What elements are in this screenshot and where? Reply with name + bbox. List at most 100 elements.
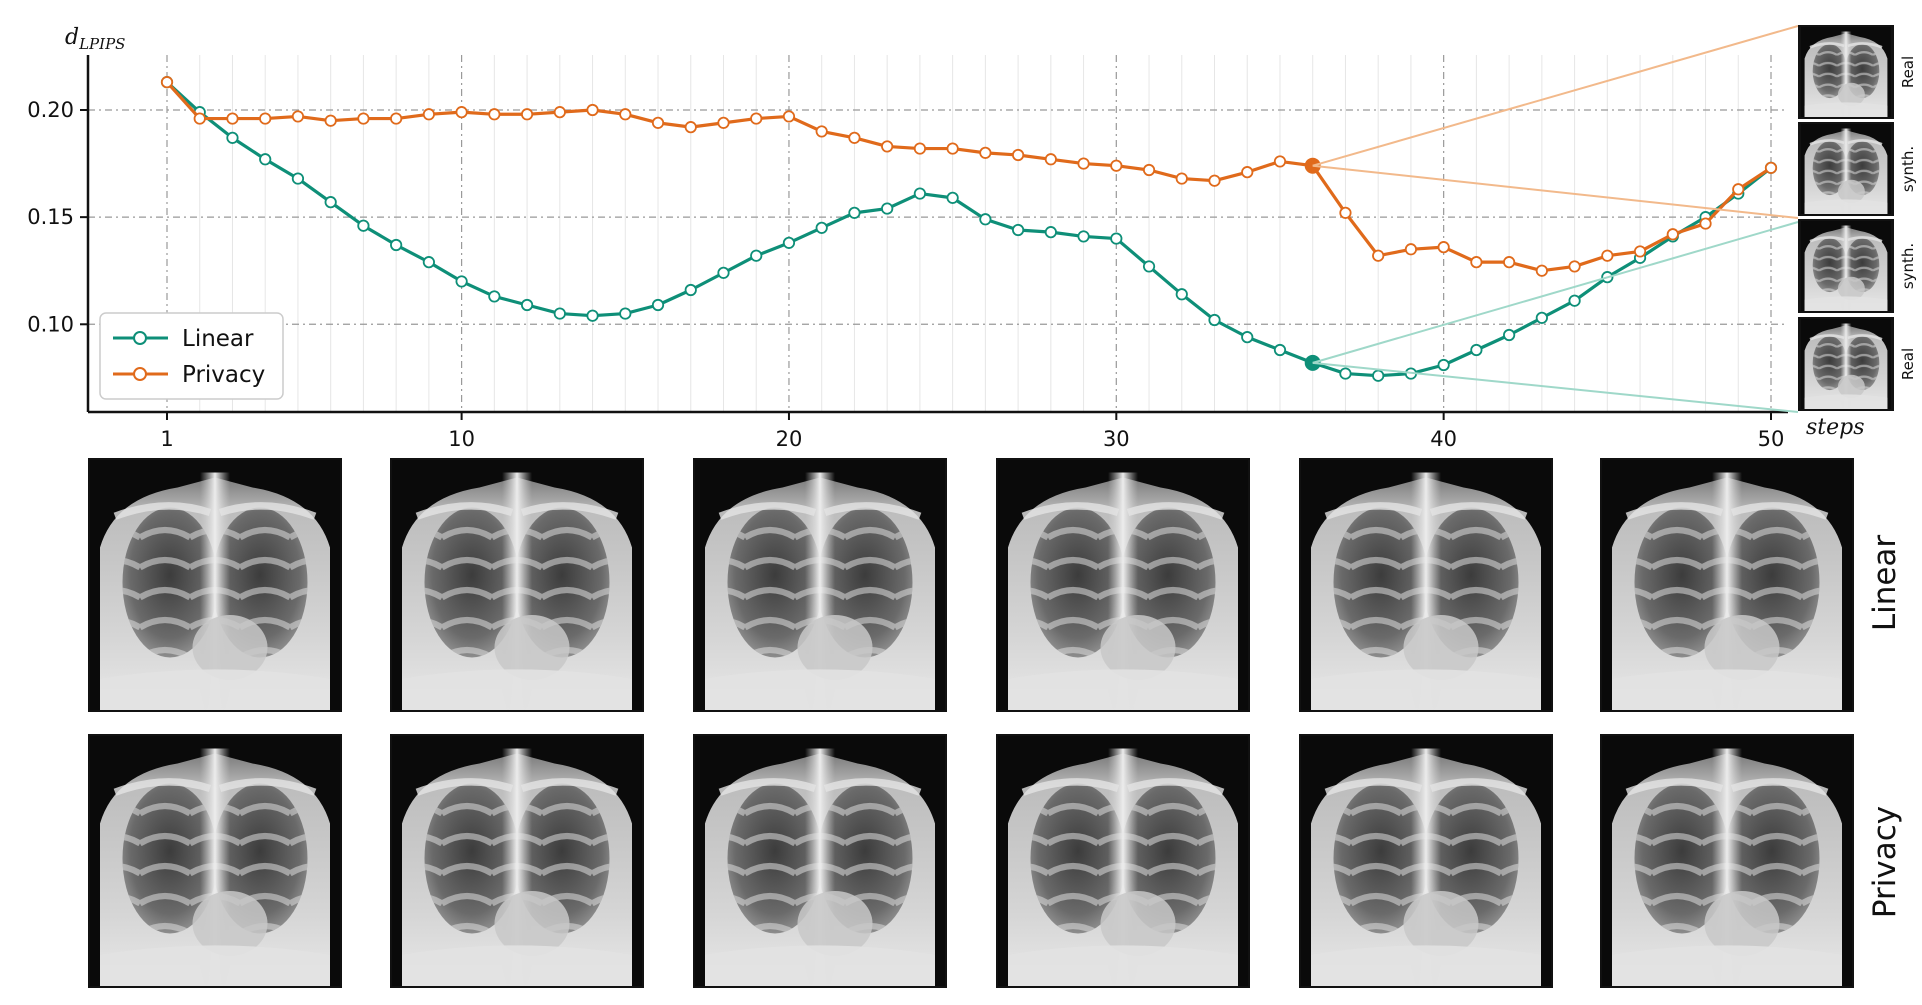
data-point-privacy (1372, 249, 1385, 262)
side-image-synth-privacy (1798, 122, 1894, 216)
data-point-linear (1110, 232, 1123, 245)
data-point-privacy (750, 112, 763, 125)
data-point-linear (520, 298, 534, 312)
x-tick-label: 50 (1758, 427, 1785, 451)
data-point-privacy (226, 112, 239, 125)
data-point-privacy (684, 121, 697, 134)
data-point-privacy (913, 142, 926, 155)
data-point-privacy (1764, 161, 1778, 174)
connector-linear-top (1312, 221, 1799, 364)
xray-image (695, 736, 945, 986)
y-tick-label: 0.20 (27, 98, 74, 122)
data-point-privacy (1110, 159, 1123, 172)
data-point-linear (651, 298, 665, 312)
data-point-privacy (1404, 243, 1418, 256)
data-point-privacy (160, 76, 174, 89)
data-point-linear (1208, 313, 1221, 327)
data-point-linear (1339, 367, 1352, 380)
data-point-linear (913, 187, 926, 200)
y-axis-label: dLPIPS (65, 25, 125, 53)
data-point-linear (422, 256, 435, 269)
data-point-linear (324, 196, 337, 209)
side-image-real-bottom (1798, 317, 1894, 411)
data-point-privacy (848, 131, 861, 144)
data-point-privacy (1633, 245, 1647, 258)
legend-label-privacy: Privacy (182, 362, 265, 388)
data-point-privacy (815, 125, 828, 138)
xray-linear-2 (390, 458, 644, 712)
data-point-privacy (717, 116, 730, 129)
data-point-linear (619, 307, 632, 320)
data-point-privacy (488, 108, 501, 121)
xray-privacy-4 (996, 734, 1250, 988)
data-point-privacy (1601, 249, 1614, 262)
data-point-privacy (651, 116, 665, 129)
series-line-privacy (165, 81, 1772, 273)
data-point-privacy (1077, 157, 1090, 170)
series (160, 76, 1778, 382)
data-point-privacy (1535, 264, 1548, 277)
xray-image (695, 460, 945, 710)
data-point-linear (1241, 331, 1254, 344)
data-point-privacy (520, 108, 534, 121)
data-point-linear (848, 206, 861, 219)
image-row-privacy (88, 734, 1854, 988)
side-label-synth-1: synth. (1899, 146, 1917, 192)
data-point-linear (259, 153, 272, 166)
data-point-privacy (979, 146, 992, 159)
side-label-real-bottom: Real (1899, 348, 1917, 380)
data-point-privacy (455, 106, 468, 119)
data-point-linear (1568, 294, 1581, 307)
xray-linear-5 (1299, 458, 1553, 712)
data-point-privacy (1437, 241, 1450, 254)
legend-marker-privacy (133, 367, 147, 381)
xray-image (1602, 460, 1852, 710)
image-row-linear (88, 458, 1854, 712)
data-point-privacy (1470, 256, 1483, 269)
legend-label-linear: Linear (182, 326, 254, 352)
data-point-linear (881, 202, 894, 215)
data-point-linear (1535, 311, 1548, 324)
xray-image (392, 736, 642, 986)
data-point-linear (390, 238, 403, 252)
data-point-privacy (1699, 217, 1712, 230)
data-point-privacy (357, 112, 370, 125)
data-point-linear (782, 236, 796, 249)
data-point-linear (684, 283, 697, 297)
xray-image (392, 460, 642, 710)
data-point-privacy (553, 106, 566, 119)
data-point-linear (1273, 343, 1287, 357)
connector-privacy-bottom (1312, 164, 1799, 219)
xray-linear-3 (693, 458, 947, 712)
data-point-privacy (782, 110, 796, 123)
side-label-synth-2: synth. (1899, 243, 1917, 289)
data-point-linear (291, 172, 305, 185)
row-label-privacy: Privacy (1867, 806, 1903, 918)
data-point-linear (1503, 328, 1516, 342)
x-tick-label: 1 (160, 427, 173, 451)
ticks: 1 10 20 30 40 50 0.10 0.15 0.20 (27, 98, 1784, 451)
data-point-privacy (1175, 172, 1188, 185)
data-point-privacy (1142, 163, 1156, 177)
xray-image (998, 460, 1248, 710)
data-point-privacy (586, 103, 599, 117)
x-tick-label: 30 (1103, 427, 1130, 451)
xray-image (90, 736, 340, 986)
data-point-linear (1044, 226, 1057, 239)
x-tick-label: 40 (1430, 427, 1457, 451)
data-point-privacy (1666, 228, 1679, 241)
y-tick-label: 0.10 (27, 312, 74, 336)
xray-linear-4 (996, 458, 1250, 712)
data-point-linear (1012, 223, 1025, 237)
data-point-linear (946, 191, 959, 204)
x-tick-label: 10 (448, 427, 475, 451)
xray-image (1301, 736, 1551, 986)
data-point-privacy (1568, 260, 1581, 273)
data-point-privacy (1208, 174, 1221, 187)
x-axis-label: steps (1806, 415, 1865, 440)
data-point-privacy (1732, 183, 1745, 196)
data-point-privacy (1503, 256, 1516, 269)
xray-image (1602, 736, 1852, 986)
side-image-real-top (1798, 25, 1894, 119)
